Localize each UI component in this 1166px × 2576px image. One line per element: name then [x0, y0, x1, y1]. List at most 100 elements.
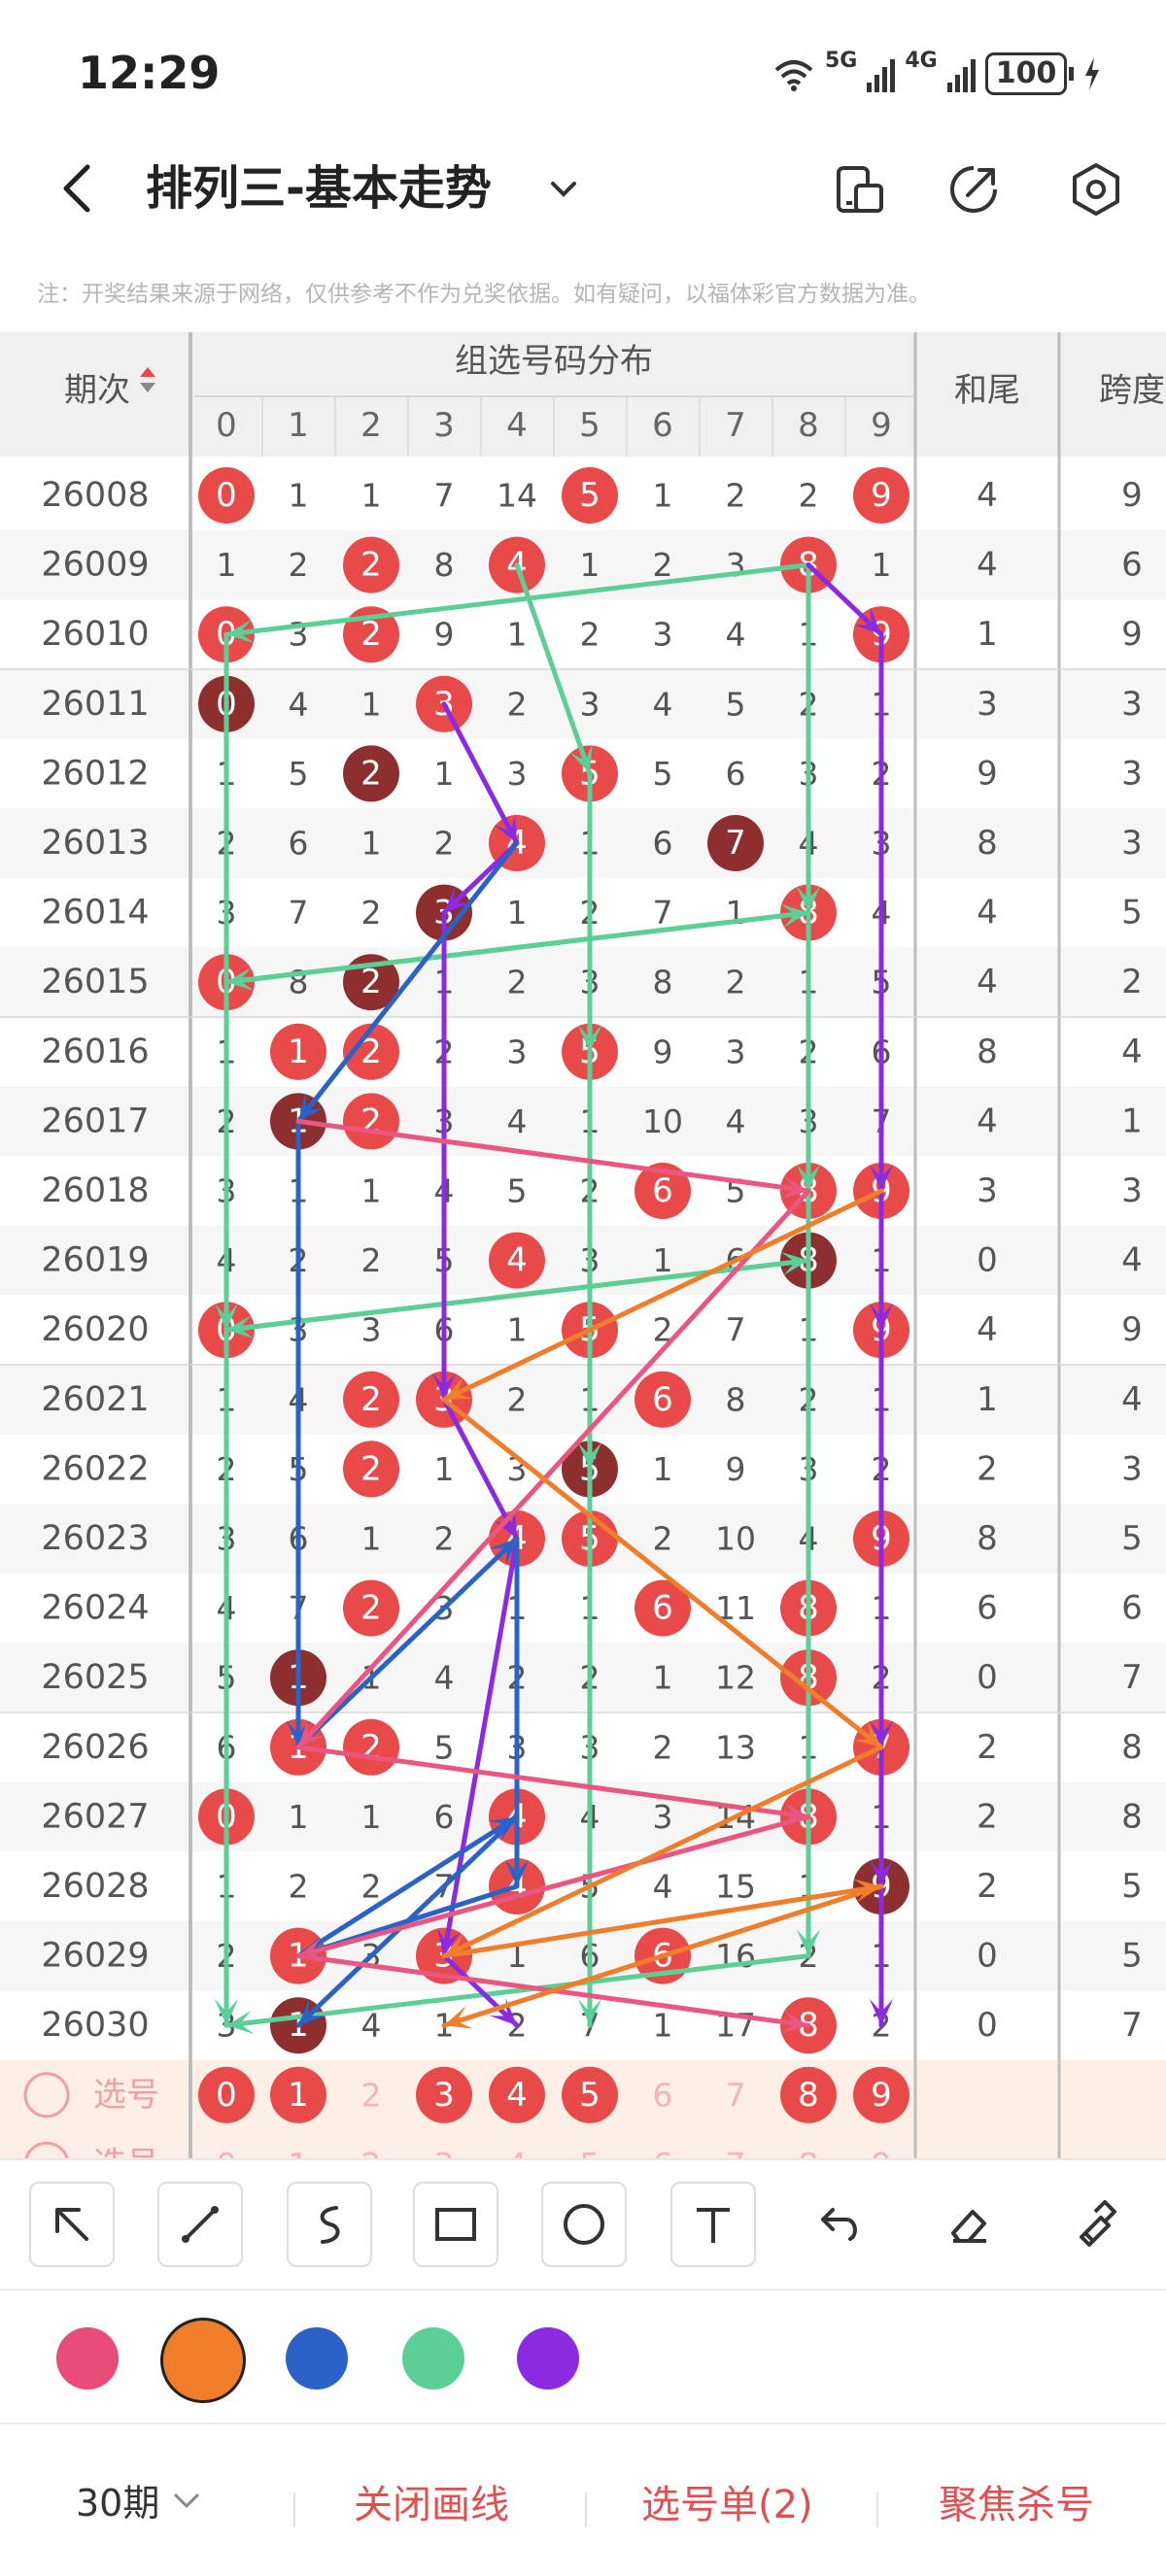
- select-ball[interactable]: [780, 2066, 837, 2123]
- arrow-head: [226, 619, 255, 644]
- period-selector[interactable]: 30期: [76, 2473, 204, 2526]
- hit-ball[interactable]: [343, 1371, 399, 1428]
- table-row[interactable]: 26012152135563293: [41, 745, 1143, 802]
- select-arrow-icon: [55, 2208, 88, 2241]
- rectangle-icon: [435, 2208, 476, 2241]
- miss-count-cell: 13: [715, 1728, 756, 1766]
- color-swatch[interactable]: [517, 2327, 579, 2390]
- pick-list-button[interactable]: 选号单(2): [641, 2483, 813, 2527]
- row-stripe: [0, 529, 1166, 600]
- trend-line[interactable]: [441, 1188, 884, 2029]
- arrow-head: [796, 1164, 821, 1191]
- table-row[interactable]: 26022252135193223: [41, 1441, 1143, 1498]
- hit-ball[interactable]: [343, 745, 399, 802]
- sort-up-icon[interactable]: [140, 367, 155, 377]
- tool-undo-button[interactable]: [797, 2182, 882, 2267]
- miss-count-cell: 1: [507, 616, 528, 654]
- miss-count-cell: 1: [653, 1450, 673, 1488]
- arrow-head: [298, 1719, 326, 1747]
- hit-ball[interactable]: [634, 1371, 691, 1428]
- hit-ball[interactable]: [343, 1579, 399, 1637]
- miss-count-cell: 4: [361, 2007, 382, 2045]
- tool-text-button[interactable]: [670, 2182, 756, 2267]
- tool-circle-button[interactable]: [541, 2182, 627, 2267]
- sum-tail-cell: 4: [977, 1310, 998, 1349]
- miss-count-cell: 3: [507, 755, 528, 793]
- color-swatch[interactable]: [160, 2318, 246, 2403]
- color-swatch[interactable]: [402, 2327, 464, 2390]
- tool-line-button[interactable]: [157, 2182, 243, 2267]
- hit-ball[interactable]: [853, 467, 909, 524]
- tool-rectangle-button[interactable]: [413, 2182, 498, 2267]
- select-ball[interactable]: [198, 2066, 255, 2123]
- miss-count-cell: 8: [434, 546, 455, 584]
- hit-ball[interactable]: [707, 815, 764, 871]
- color-swatch[interactable]: [56, 2327, 119, 2390]
- close-lines-button[interactable]: 关闭画线: [354, 2483, 509, 2527]
- table-row[interactable]: 26019422543168104: [41, 1232, 1143, 1289]
- hit-ball[interactable]: [634, 1163, 691, 1219]
- row-stripe: [0, 808, 1166, 878]
- hit-ball[interactable]: [198, 467, 255, 524]
- trend-line[interactable]: [806, 562, 894, 2028]
- focus-kill-button[interactable]: 聚焦杀号: [939, 2483, 1094, 2527]
- trend-grid[interactable]: 2600801171451229492600912284123814626010…: [0, 457, 1166, 2158]
- hit-ball[interactable]: [343, 536, 399, 593]
- battery-icon: 100: [984, 52, 1075, 95]
- select-ball[interactable]: [270, 2066, 326, 2123]
- hit-ball[interactable]: [270, 1023, 326, 1080]
- chevron-down-icon[interactable]: [539, 170, 588, 209]
- select-ball[interactable]: [416, 2066, 472, 2123]
- arrow-head: [298, 1093, 325, 1122]
- color-swatch[interactable]: [286, 2327, 348, 2390]
- row-stripe: [0, 1225, 1166, 1296]
- page-title[interactable]: 排列三-基本走势: [146, 161, 492, 216]
- period-cell: 26014: [41, 894, 149, 932]
- select-number: 8: [799, 2146, 819, 2158]
- miss-count-cell: 8: [289, 964, 309, 1001]
- hit-ball[interactable]: [343, 1441, 399, 1498]
- tool-curve-button[interactable]: [287, 2182, 372, 2267]
- sort-down-icon[interactable]: [140, 383, 155, 392]
- trend-line[interactable]: [431, 701, 520, 2028]
- hit-ball[interactable]: [562, 467, 618, 524]
- settings-icon[interactable]: [1067, 160, 1125, 219]
- hit-ball[interactable]: [634, 1579, 691, 1637]
- hit-ball[interactable]: [489, 1232, 545, 1289]
- miss-count-cell: 1: [653, 1241, 673, 1279]
- trend-table: 期次 组选号码分布 和尾 跨度 0 1 2 3 4 5 6 7 8 9 26008 0 1 1 7 14 5 1 2 2 9 4…: [0, 332, 1166, 2158]
- trend-line[interactable]: [223, 562, 821, 2035]
- hit-ball-number: 6: [652, 1171, 673, 1210]
- table-row[interactable]: 26008 0 1 1 7 14 5 1 2 2 9 4 9: [41, 467, 1143, 524]
- layout-switch-icon[interactable]: [831, 160, 889, 219]
- select-ball[interactable]: [562, 2066, 618, 2123]
- miss-count-cell: 14: [497, 477, 537, 515]
- select-number: 7: [726, 2076, 746, 2114]
- text-icon: [697, 2208, 730, 2243]
- tool-clear-button[interactable]: [1051, 2182, 1137, 2267]
- row-stripe: [0, 1781, 1166, 1852]
- table-row[interactable]: 26010032912341919: [41, 606, 1143, 663]
- row-stripe: [0, 1365, 1166, 1435]
- miss-count-cell: 1: [507, 894, 528, 932]
- select-row[interactable]: 选号 0 1 2 3 4 5 6 7 8 9: [24, 2141, 892, 2158]
- hit-ball[interactable]: [343, 1023, 399, 1080]
- select-ball[interactable]: [853, 2066, 909, 2123]
- select-ball[interactable]: [489, 2066, 545, 2123]
- table-row[interactable]: 26016112235932684: [41, 1023, 1143, 1080]
- hit-ball-number: 5: [579, 476, 600, 515]
- select-row[interactable]: 选号 0 1 2 3 4 5 6 7 8 9: [23, 2066, 909, 2123]
- table-row[interactable]: 26013261241674383: [41, 815, 1143, 871]
- share-icon[interactable]: [944, 160, 1003, 219]
- trend-segment: [295, 1188, 811, 1750]
- back-icon[interactable]: [51, 159, 105, 218]
- span-cell: 7: [1121, 1658, 1143, 1697]
- select-row-radio[interactable]: [24, 2141, 69, 2158]
- tool-eraser-button[interactable]: [925, 2182, 1011, 2267]
- tool-select-arrow-button[interactable]: [29, 2182, 115, 2267]
- bottom-bar: 30期 关闭画线 选号单(2) 聚焦杀号: [0, 2424, 1166, 2576]
- miss-count-cell: 3: [580, 685, 600, 723]
- digit-header-9: 9: [871, 406, 892, 445]
- span-cell: 9: [1121, 476, 1143, 515]
- select-row-radio[interactable]: [23, 2072, 70, 2118]
